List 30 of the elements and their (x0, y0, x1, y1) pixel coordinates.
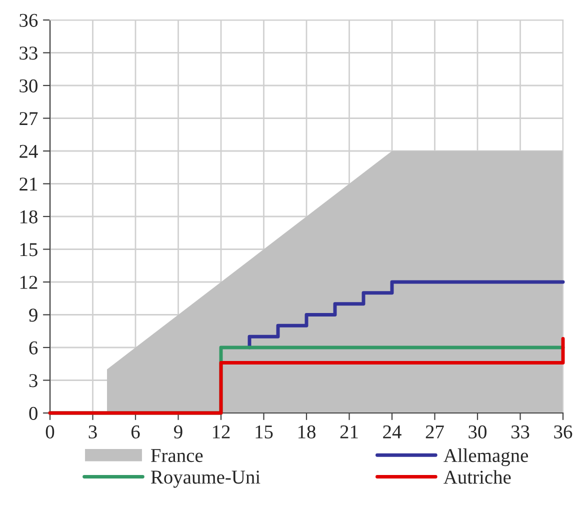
x-tick-label: 9 (174, 425, 182, 438)
y-tick-label: 36 (20, 14, 38, 27)
x-tick-label: 30 (468, 425, 486, 438)
x-tick-label: 6 (131, 425, 140, 438)
y-tick-label: 27 (20, 112, 38, 125)
y-tick-label: 24 (20, 144, 38, 158)
legend-label: Autriche (444, 470, 511, 484)
y-tick-label: 6 (29, 341, 38, 354)
legend-label: Royaume-Uni (150, 470, 260, 488)
y-tick-label: 15 (20, 243, 38, 256)
y-tick-label: 21 (20, 178, 38, 190)
x-tick-label: 27 (426, 425, 444, 438)
x-tick-label: 24 (383, 425, 402, 438)
x-tick-label: 21 (340, 425, 358, 438)
y-tick-label: 30 (20, 79, 38, 92)
y-tick-label: 0 (29, 406, 38, 420)
legend-label: Allemagne (444, 448, 528, 466)
y-tick-label: 9 (29, 308, 38, 322)
legend-label: France (150, 449, 203, 462)
x-tick-label: 3 (88, 425, 97, 438)
y-tick-label: 18 (20, 210, 38, 224)
x-tick-label: 0 (46, 425, 54, 438)
y-tick-label: 3 (29, 374, 38, 388)
x-tick-label: 12 (212, 425, 230, 438)
x-tick-label: 15 (256, 425, 273, 438)
x-tick-label: 18 (298, 425, 316, 438)
y-tick-label: 33 (20, 46, 38, 60)
x-tick-label: 36 (554, 425, 572, 438)
y-tick-label: 12 (20, 276, 38, 289)
x-tick-label: 33 (511, 425, 530, 438)
